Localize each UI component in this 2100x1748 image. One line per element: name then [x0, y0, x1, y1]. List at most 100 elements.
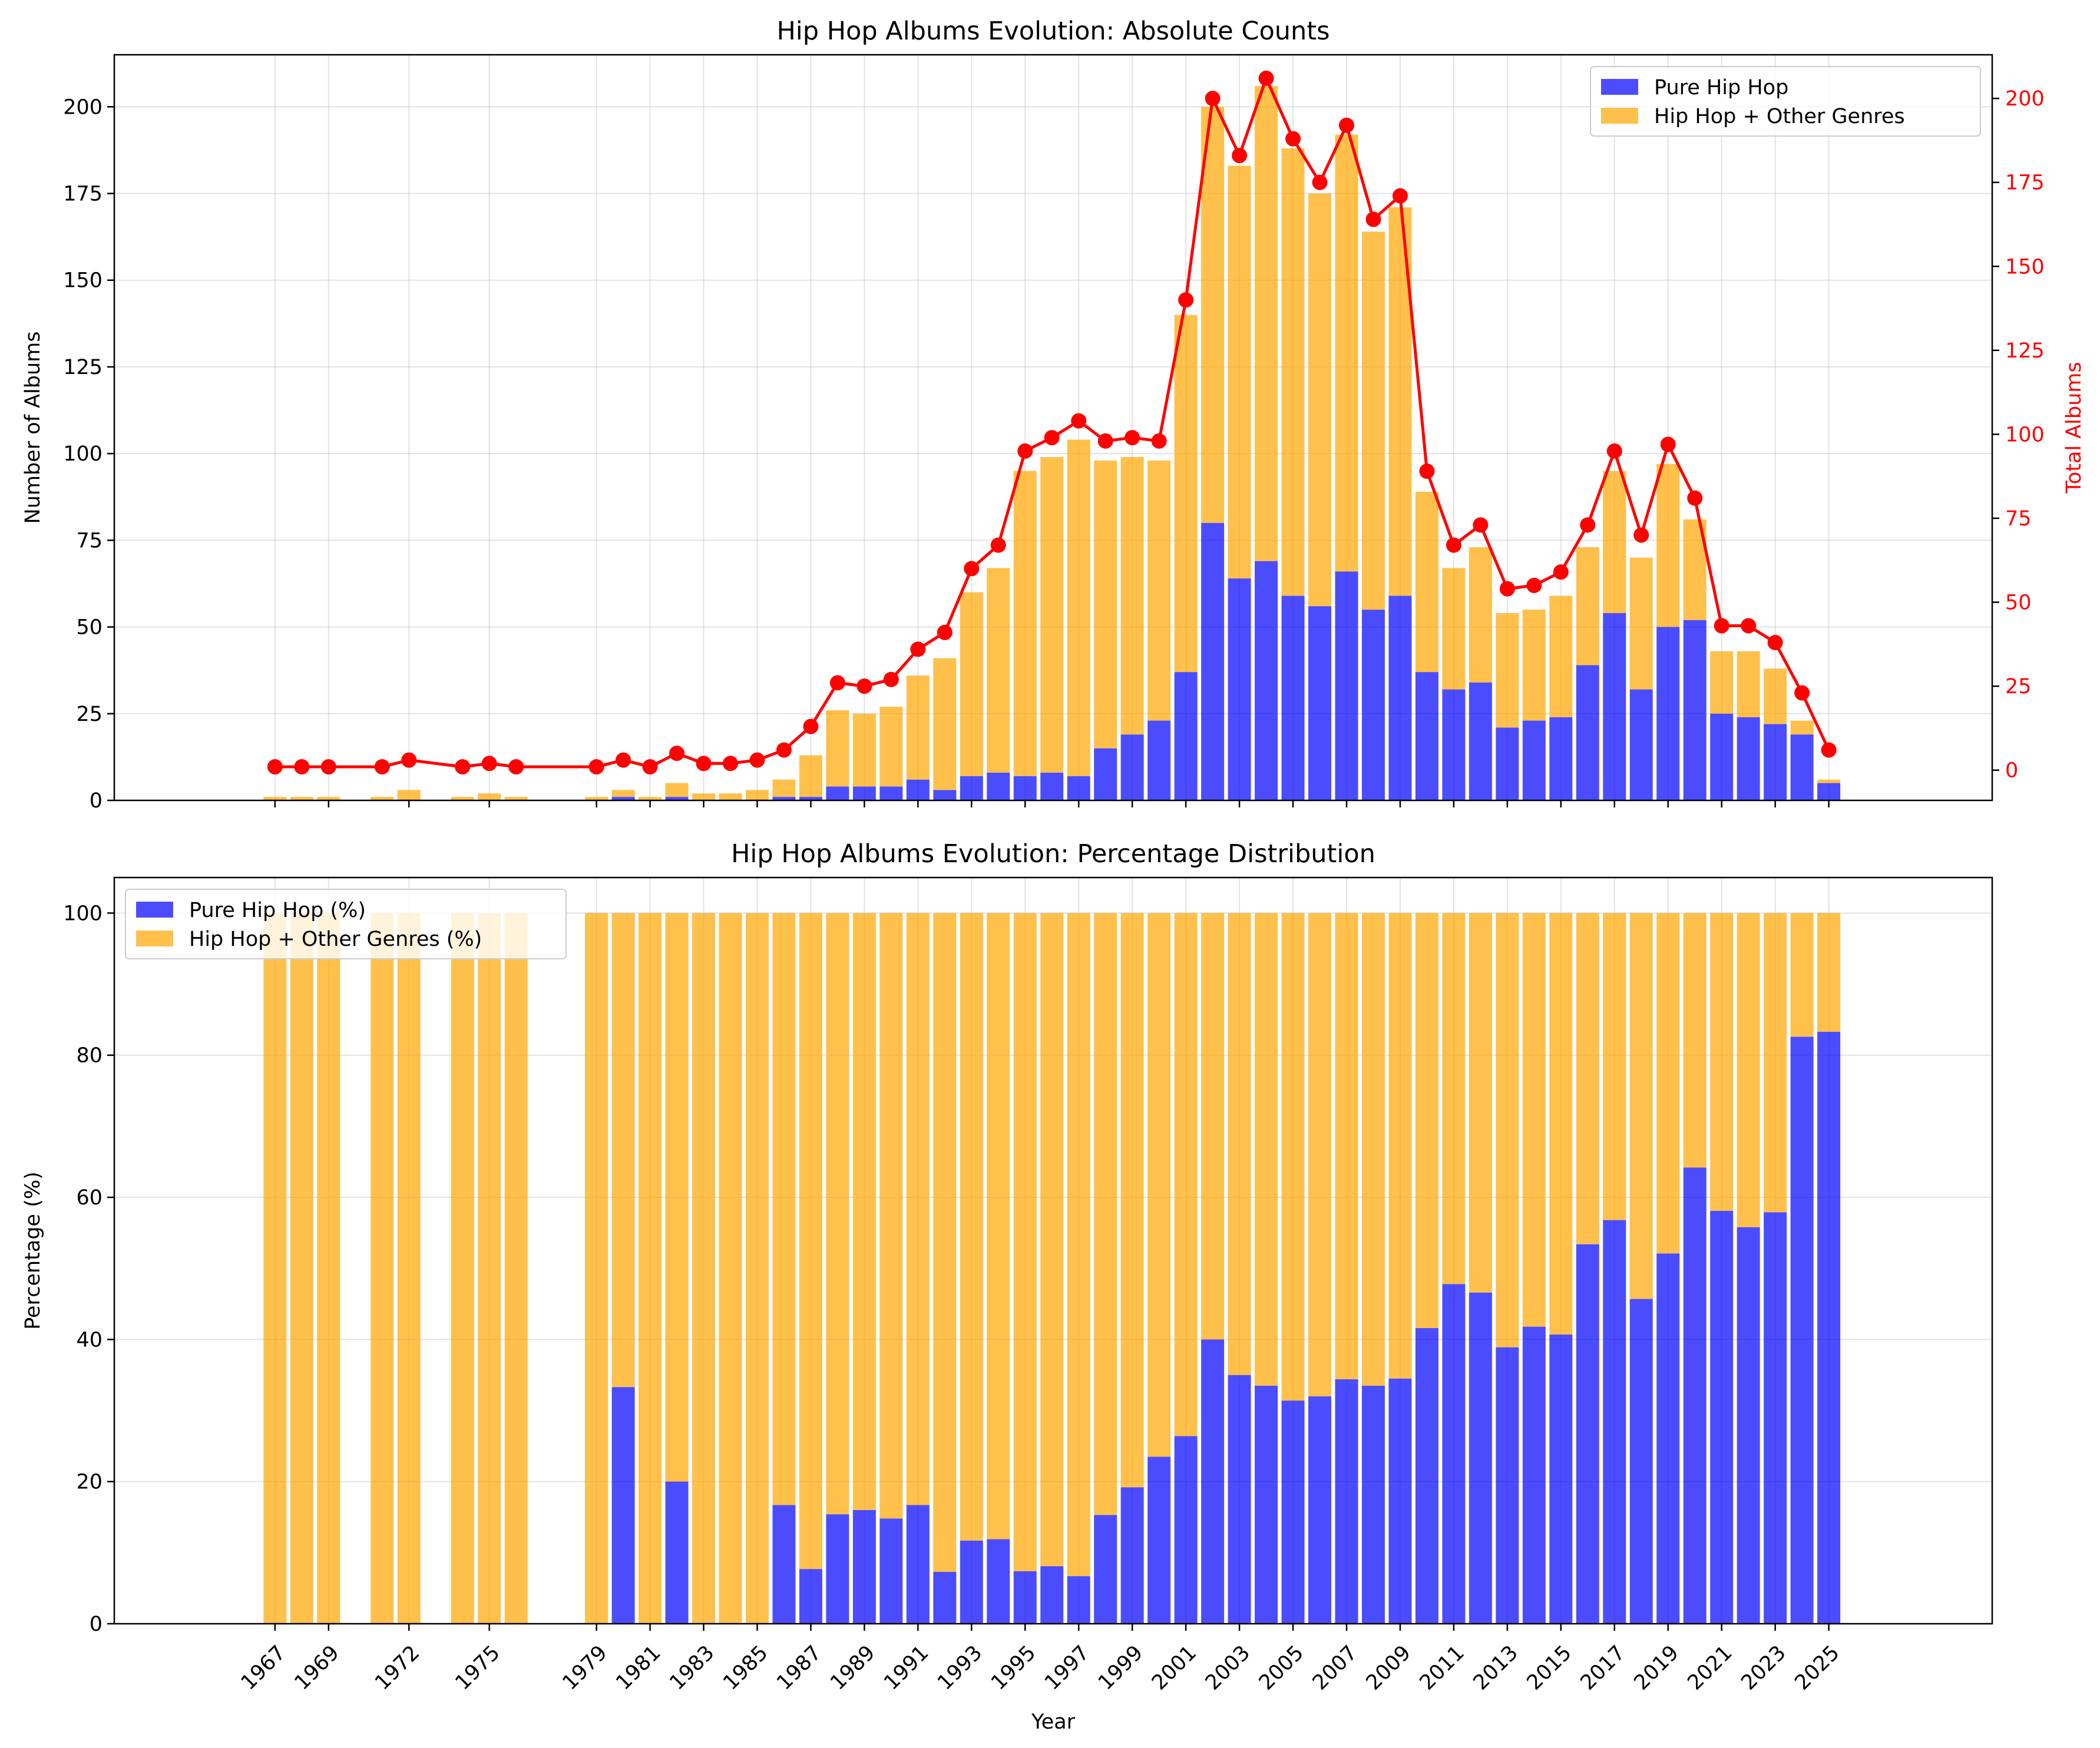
- total-albums-point: [1473, 517, 1489, 533]
- total-albums-point: [910, 641, 926, 657]
- total-albums-point: [883, 671, 899, 687]
- total-albums-point: [1258, 70, 1274, 86]
- bar-pure-hip-hop: [1469, 682, 1492, 800]
- absolute-counts-legend: Pure Hip Hop Hip Hop + Other Genres: [1590, 66, 1981, 137]
- total-albums-point: [267, 759, 283, 774]
- y2-tick-label: 125: [2005, 339, 2045, 363]
- bar-hip-hop-other: [1361, 231, 1385, 610]
- absolute-counts-x-ticks: [274, 800, 1830, 807]
- bar-pure-hip-hop: [1201, 1339, 1225, 1624]
- legend-swatch-pure-hip-hop: [1601, 79, 1638, 95]
- bar-hip-hop-other: [1469, 913, 1492, 1293]
- bar-hip-hop-other: [1335, 134, 1358, 572]
- bar-hip-hop-other: [263, 913, 287, 1624]
- bar-pure-hip-hop: [1147, 720, 1171, 800]
- y-tick-label: 80: [76, 1044, 102, 1068]
- y-tick-label: 20: [76, 1471, 102, 1494]
- bar-hip-hop-other: [826, 710, 849, 787]
- bar-hip-hop-other: [745, 790, 769, 800]
- bar-pure-hip-hop: [1120, 734, 1144, 800]
- bar-hip-hop-other: [852, 713, 876, 787]
- bar-pure-hip-hop: [772, 1505, 796, 1624]
- bar-hip-hop-other: [397, 913, 421, 1624]
- total-albums-point: [722, 756, 738, 772]
- y-tick-label: 100: [63, 902, 102, 925]
- bar-pure-hip-hop: [987, 1539, 1010, 1624]
- bar-pure-hip-hop: [1361, 610, 1385, 800]
- bar-pure-hip-hop: [611, 797, 635, 800]
- bar-hip-hop-other: [397, 790, 421, 800]
- bar-pure-hip-hop: [1522, 1326, 1546, 1624]
- bar-pure-hip-hop: [1576, 1244, 1599, 1624]
- bar-hip-hop-other: [1281, 913, 1305, 1401]
- total-albums-point: [1125, 430, 1140, 446]
- legend-label-hip-hop-other: Hip Hop + Other Genres: [1654, 105, 1905, 128]
- y-tick-label: 60: [76, 1186, 102, 1210]
- legend-swatch-hip-hop-other-pct: [136, 931, 173, 946]
- bar-pure-hip-hop: [1228, 1375, 1251, 1624]
- bar-hip-hop-other: [1737, 913, 1760, 1227]
- bar-hip-hop-other: [1174, 314, 1198, 673]
- total-albums-point: [1044, 430, 1060, 446]
- bar-pure-hip-hop: [1308, 1396, 1332, 1624]
- y2-tick-label: 50: [2005, 591, 2032, 615]
- y-tick-label: 0: [90, 789, 102, 813]
- bar-hip-hop-other: [1496, 913, 1519, 1348]
- bar-hip-hop-other: [1120, 457, 1144, 735]
- bar-pure-hip-hop: [1040, 1566, 1064, 1624]
- bar-hip-hop-other: [1013, 913, 1037, 1571]
- total-albums-point: [1446, 537, 1461, 553]
- bar-hip-hop-other: [692, 793, 716, 800]
- bar-pure-hip-hop: [826, 1514, 849, 1624]
- total-albums-point: [1392, 188, 1408, 204]
- bar-pure-hip-hop: [1790, 1037, 1814, 1624]
- bar-pure-hip-hop: [879, 1518, 903, 1624]
- bar-pure-hip-hop: [1174, 1436, 1198, 1624]
- total-albums-point: [1633, 527, 1649, 543]
- bar-hip-hop-other: [879, 707, 903, 787]
- bar-pure-hip-hop: [1228, 578, 1251, 800]
- bar-pure-hip-hop: [1469, 1292, 1492, 1624]
- bar-hip-hop-other: [852, 913, 876, 1510]
- bar-hip-hop-other: [1067, 439, 1090, 776]
- bar-hip-hop-other: [1522, 913, 1546, 1327]
- bar-hip-hop-other: [290, 797, 313, 800]
- total-albums-point: [749, 752, 765, 768]
- absolute-counts-y-ticks: 0 25 50 75 100 125 150 175 200: [63, 95, 114, 813]
- bar-hip-hop-other: [933, 913, 957, 1572]
- total-albums-point: [508, 759, 524, 774]
- total-albums-point: [829, 675, 845, 691]
- bar-pure-hip-hop: [1147, 1456, 1171, 1624]
- bar-hip-hop-other: [1147, 460, 1171, 721]
- total-albums-line: [267, 70, 1837, 774]
- absolute-counts-chart: 0 25 50 75 100 125 150 175 200 0 25 50 75 100 125 150 1…: [21, 16, 2086, 813]
- bar-hip-hop-other: [1764, 913, 1787, 1213]
- bar-pure-hip-hop: [1335, 571, 1358, 800]
- bar-hip-hop-other: [1361, 913, 1385, 1386]
- bar-pure-hip-hop: [1067, 1576, 1090, 1624]
- bar-pure-hip-hop: [852, 1509, 876, 1624]
- bar-pure-hip-hop: [1308, 606, 1332, 800]
- percentage-legend: Pure Hip Hop (%) Hip Hop + Other Genres …: [125, 889, 567, 959]
- bar-hip-hop-other: [719, 793, 742, 800]
- bar-pure-hip-hop: [1013, 1571, 1037, 1624]
- total-albums-point: [937, 624, 953, 640]
- bar-hip-hop-other: [1442, 568, 1466, 690]
- bar-pure-hip-hop: [1817, 1031, 1841, 1624]
- bar-pure-hip-hop: [1281, 595, 1305, 800]
- total-albums-point: [1419, 464, 1435, 479]
- bar-hip-hop-other: [745, 913, 769, 1624]
- bar-hip-hop-other: [772, 913, 796, 1505]
- legend-swatch-pure-hip-hop-pct: [136, 902, 173, 918]
- bar-hip-hop-other: [1094, 460, 1117, 749]
- bar-pure-hip-hop: [611, 1387, 635, 1624]
- bar-hip-hop-other: [451, 913, 474, 1624]
- bar-pure-hip-hop: [1737, 1227, 1760, 1624]
- bar-hip-hop-other: [371, 797, 394, 800]
- bar-hip-hop-other: [1388, 913, 1412, 1379]
- bar-hip-hop-other: [1228, 165, 1251, 579]
- total-albums-point: [1338, 117, 1354, 133]
- bar-hip-hop-other: [1308, 913, 1332, 1396]
- total-albums-point: [1526, 578, 1542, 594]
- percentage-plot-frame: [113, 876, 1993, 1625]
